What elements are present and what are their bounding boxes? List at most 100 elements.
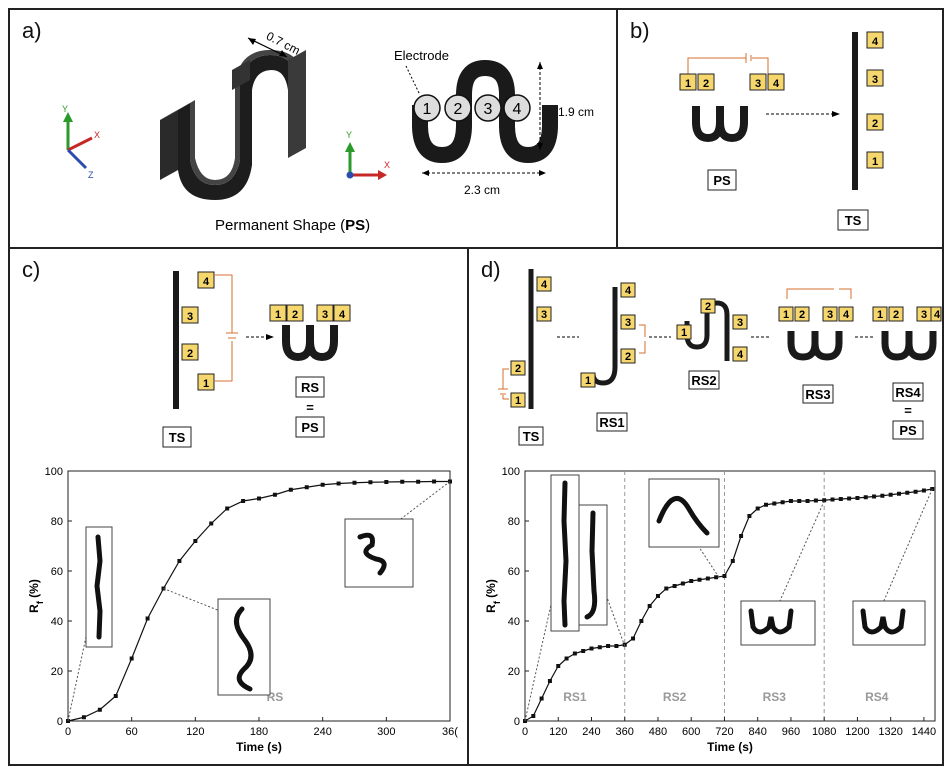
y-tick-label-1: 20 bbox=[508, 666, 520, 678]
data-point bbox=[664, 586, 669, 591]
data-point bbox=[531, 714, 536, 718]
data-point bbox=[241, 499, 246, 503]
ps-tag-3: 3 bbox=[755, 78, 761, 90]
d-rs1-tag-2: 2 bbox=[625, 351, 631, 363]
x-tick-label-11: 1320 bbox=[878, 726, 902, 738]
data-point bbox=[416, 479, 421, 484]
y-axis-title: Rf (%) bbox=[27, 579, 45, 613]
panel-d-schematic: 4 3 2 1 TS 4 3 2 1 RS1 bbox=[498, 269, 942, 446]
data-point bbox=[888, 492, 893, 497]
c-ts-tag-4: 4 bbox=[203, 276, 210, 288]
data-point bbox=[921, 488, 926, 493]
data-point bbox=[547, 679, 552, 683]
data-point bbox=[129, 656, 134, 661]
data-point bbox=[209, 521, 214, 526]
data-point bbox=[780, 500, 785, 505]
y-tick-label-3: 60 bbox=[51, 566, 63, 578]
d-rs2-tag-2: 2 bbox=[705, 301, 711, 313]
data-point bbox=[113, 694, 118, 698]
panel-a: a) 0.7 cm Y X Z bbox=[8, 8, 618, 249]
leader-c-2 bbox=[163, 588, 221, 612]
ts-electrode-tags: 4 3 2 1 bbox=[866, 31, 884, 169]
y-tick-label-0: 0 bbox=[57, 716, 63, 728]
x-tick-label-4: 480 bbox=[649, 726, 667, 738]
y-tick-label-0: 0 bbox=[514, 716, 520, 728]
y-axis-title: Rf (%) bbox=[484, 579, 502, 613]
c-ts-tag-3: 3 bbox=[187, 311, 193, 323]
data-point bbox=[880, 493, 885, 498]
data-point bbox=[631, 636, 636, 641]
d-rs3-tag: RS3 bbox=[805, 387, 830, 402]
data-point bbox=[764, 502, 769, 507]
chart-d: 0 120 240 360 480 600 720 840 960 1080 1200 1320 144… bbox=[484, 466, 936, 754]
data-point bbox=[368, 480, 373, 485]
ps-electrode-tags: 1 2 3 4 bbox=[679, 73, 785, 91]
data-point bbox=[855, 496, 860, 500]
x-tick-label-0: 0 bbox=[522, 726, 528, 738]
svg-text:X: X bbox=[94, 130, 100, 140]
region-label-0: RS1 bbox=[563, 690, 587, 704]
axis-triad-3d-icon: Y X Z bbox=[62, 104, 100, 180]
panel-b-label: b) bbox=[630, 18, 650, 43]
x-tick-label-3: 360 bbox=[616, 726, 634, 738]
data-point bbox=[257, 496, 261, 501]
svg-text:Y: Y bbox=[62, 104, 68, 114]
data-point bbox=[320, 482, 325, 487]
x-axis-title: Time (s) bbox=[236, 740, 282, 754]
data-point bbox=[772, 501, 777, 506]
inset-photo-ps-c bbox=[344, 518, 414, 588]
panel-a-graphic: 0.7 cm Y X Z Y X 1 2 bbox=[62, 29, 594, 234]
c-ts-tag-1: 1 bbox=[203, 378, 209, 390]
data-point bbox=[384, 480, 389, 484]
data-point bbox=[813, 498, 818, 503]
ps-tag-2: 2 bbox=[703, 78, 709, 90]
panel-a-caption: Permanent Shape (PS) bbox=[215, 217, 370, 234]
data-point bbox=[896, 491, 901, 496]
x-tick-label-2: 120 bbox=[186, 726, 204, 738]
d-ts-tag-3: 3 bbox=[541, 309, 547, 321]
x-tick-label-10: 1200 bbox=[845, 726, 869, 738]
y-tick-label-4: 80 bbox=[508, 516, 520, 528]
panel-d: d) 4 3 2 1 TS 4 3 2 1 bbox=[467, 247, 944, 766]
x-tick-label-12: 1440 bbox=[912, 726, 936, 738]
x-tick-label-3: 180 bbox=[250, 726, 268, 738]
c-ts-tag: TS bbox=[169, 430, 186, 445]
c-rs-tag-4: 4 bbox=[339, 309, 346, 321]
electrode-4-label: 4 bbox=[513, 101, 522, 118]
y-tick-label-2: 40 bbox=[51, 616, 63, 628]
region-label-2: RS3 bbox=[763, 690, 787, 704]
c-rs-tags: 1 2 3 4 bbox=[269, 304, 351, 322]
x-tick-label-8: 960 bbox=[782, 726, 800, 738]
svg-text:Y: Y bbox=[346, 130, 352, 140]
data-point bbox=[655, 594, 660, 598]
data-point bbox=[81, 715, 86, 720]
d-rs1-tags: 4 3 2 1 bbox=[580, 282, 636, 388]
data-point bbox=[647, 604, 652, 608]
data-point bbox=[905, 490, 910, 495]
data-point bbox=[830, 497, 835, 502]
data-point bbox=[589, 646, 594, 651]
data-point bbox=[556, 664, 561, 668]
ps-tag-1: 1 bbox=[685, 78, 691, 90]
data-point bbox=[352, 480, 357, 485]
panel-c-label: c) bbox=[22, 257, 41, 282]
data-point bbox=[606, 644, 611, 648]
y-tick-label-4: 80 bbox=[51, 516, 63, 528]
inset-photo-mid-c bbox=[217, 598, 271, 696]
electrode-caption: Electrode bbox=[394, 48, 449, 63]
y-tick-label-3: 60 bbox=[508, 566, 520, 578]
data-point bbox=[739, 534, 744, 538]
x-tick-label-9: 1080 bbox=[812, 726, 836, 738]
data-point bbox=[639, 619, 644, 623]
data-point bbox=[788, 499, 793, 503]
ps-tag-4: 4 bbox=[773, 78, 780, 90]
ts-tag-3: 3 bbox=[872, 74, 878, 86]
data-point bbox=[400, 479, 405, 484]
panel-b: b) 1 2 3 4 PS 4 3 2 1 bbox=[616, 8, 944, 249]
svg-text:Z: Z bbox=[88, 170, 94, 180]
x-tick-label-6: 36( bbox=[442, 726, 458, 738]
data-point bbox=[272, 492, 277, 497]
y-tick-label-5: 100 bbox=[502, 466, 520, 478]
region-label-0: RS bbox=[267, 690, 284, 704]
c-rs-tag-3: 3 bbox=[322, 309, 328, 321]
